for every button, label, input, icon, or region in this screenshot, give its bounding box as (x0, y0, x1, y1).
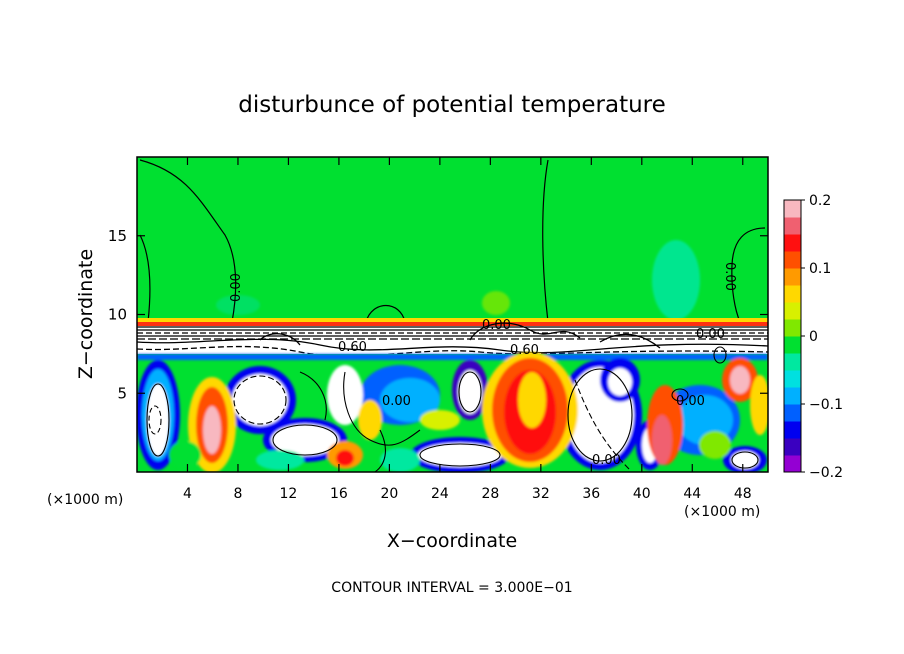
x-axis-unit-left: (×1000 m) (47, 492, 123, 508)
contour-labels: 0.00 0.00 0.00 0.00 0.60 0.60 0.00 0.00 … (229, 262, 737, 468)
colorbar-swatch (784, 404, 801, 422)
x-tick-label: 20 (380, 486, 398, 502)
x-tick-label: 44 (683, 486, 701, 502)
x-axis-ticks: 4 8 12 16 20 24 28 32 36 40 44 48 (183, 157, 752, 502)
y-tick-label: 10 (108, 306, 127, 324)
contour-line (139, 234, 151, 323)
contour-line (139, 159, 237, 323)
warm-anomaly-upper (482, 291, 510, 315)
contour-label: 0.00 (676, 394, 705, 409)
colorbar-swatch (784, 200, 801, 218)
colorbar-swatch (784, 234, 801, 252)
chart-title: disturbunce of potential temperature (238, 92, 666, 118)
x-axis-unit-right: (×1000 m) (684, 504, 760, 520)
x-tick-label: 8 (233, 486, 242, 502)
x-tick-label: 4 (183, 486, 192, 502)
y-tick-label: 5 (117, 384, 127, 402)
x-tick-label: 28 (481, 486, 499, 502)
heatmap-field: 0.00 0.00 0.00 0.00 0.60 0.60 0.00 0.00 … (137, 157, 768, 472)
lower-contours (146, 346, 759, 472)
contour-label: 0.00 (696, 327, 725, 342)
colorbar-swatch (784, 353, 801, 371)
contour-line (365, 305, 406, 323)
colorbar-swatch (784, 387, 801, 405)
x-tick-label: 32 (532, 486, 550, 502)
colorbar-tick-label: 0.2 (809, 193, 831, 209)
colorbar-swatch (784, 217, 801, 235)
colorbar-frame (783, 199, 802, 473)
colorbar-swatch (784, 251, 801, 269)
y-tick-label: 15 (108, 227, 127, 245)
x-tick-label: 36 (582, 486, 600, 502)
colorbar-swatch (784, 336, 801, 354)
colorbar-tick-label: −0.1 (809, 397, 843, 413)
contour-label: 0.00 (229, 273, 244, 302)
x-tick-label: 40 (633, 486, 651, 502)
x-tick-label: 24 (431, 486, 449, 502)
turbulent-blobs (137, 352, 768, 472)
colorbar-tick-label: −0.2 (809, 465, 843, 481)
contour-label: 0.00 (592, 453, 621, 468)
inversion-contours (137, 322, 768, 357)
contour-label: 0.60 (510, 343, 539, 358)
y-axis-ticks: 5 10 15 (108, 227, 768, 402)
contour-line (731, 227, 766, 323)
colorbar-swatch (784, 438, 801, 456)
x-axis-label: X−coordinate (387, 530, 517, 552)
colorbar-tick-label: 0.1 (809, 261, 831, 277)
cool-anomaly-upper-left (216, 295, 260, 315)
colorbar-swatch (784, 268, 801, 286)
x-tick-label: 12 (280, 486, 298, 502)
colorbar-swatch (784, 302, 801, 320)
contour-label: 0.00 (722, 262, 737, 291)
colorbar-swatch (784, 421, 801, 439)
colorbar-swatch (784, 319, 801, 337)
inversion-hot-band (137, 322, 768, 326)
x-tick-label: 48 (734, 486, 752, 502)
colorbar-tick-label: 0 (809, 329, 818, 345)
cool-anomaly-upper (652, 240, 700, 320)
colorbar-swatch (784, 370, 801, 388)
contour-interval-note: CONTOUR INTERVAL = 3.000E−01 (331, 580, 572, 596)
colorbar: 0.2 0.1 0 −0.1 −0.2 (784, 193, 843, 481)
contour-label: 0.00 (382, 394, 411, 409)
colorbar-swatch (784, 285, 801, 303)
x-tick-label: 16 (330, 486, 348, 502)
contour-line (542, 159, 549, 323)
contour-label: 0.00 (482, 318, 511, 333)
colorbar-swatch (784, 455, 801, 473)
inversion-warm-band (137, 318, 768, 322)
y-axis-label: Z−coordinate (75, 249, 97, 379)
contour-label: 0.60 (338, 340, 367, 355)
